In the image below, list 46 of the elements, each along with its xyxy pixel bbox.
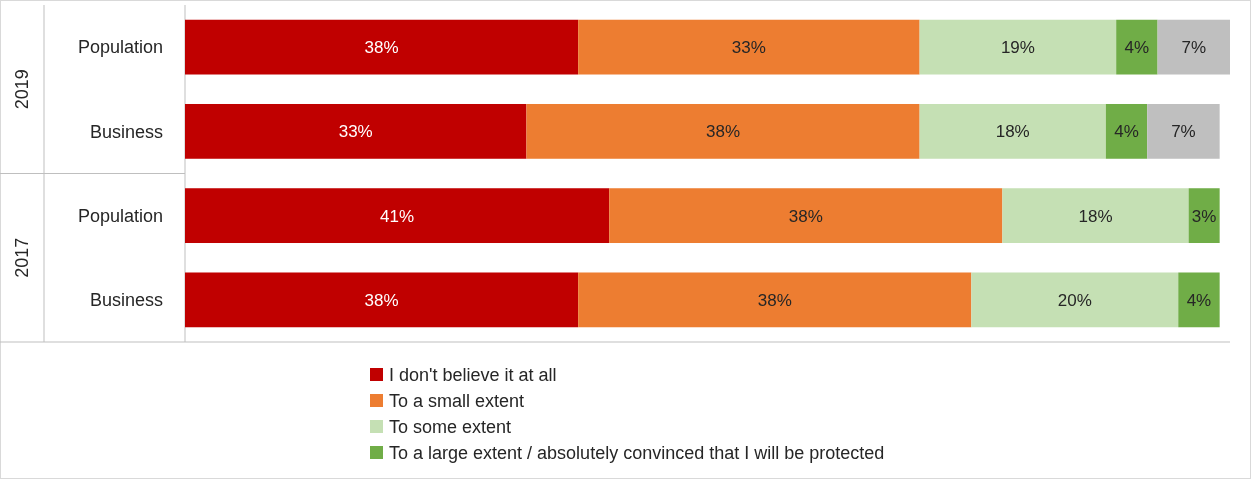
- bar: [1147, 103, 1220, 159]
- bar: [185, 272, 579, 328]
- bar: [1188, 188, 1220, 244]
- bar: [578, 19, 920, 75]
- bar: [1157, 19, 1230, 75]
- data-label: 18%: [1078, 206, 1113, 226]
- bar: [185, 103, 527, 159]
- bar: [578, 272, 972, 328]
- data-label: 38%: [364, 290, 399, 310]
- data-label: 38%: [788, 206, 823, 226]
- bar: [1105, 103, 1148, 159]
- legend-label: I don't believe it at all: [389, 365, 557, 386]
- data-label: 41%: [380, 206, 415, 226]
- bar: [185, 188, 610, 244]
- data-label: 38%: [757, 290, 792, 310]
- bar: [526, 103, 920, 159]
- data-label: 33%: [731, 38, 766, 58]
- y-tick-label: Business: [89, 121, 163, 142]
- legend-label: To a small extent: [389, 391, 525, 412]
- data-label: 19%: [1000, 38, 1035, 58]
- data-label: 3%: [1191, 206, 1217, 226]
- bar: [1178, 272, 1220, 328]
- data-label: 18%: [995, 122, 1030, 142]
- data-label: 4%: [1124, 38, 1150, 58]
- text: 2017: [12, 237, 33, 278]
- data-label: 20%: [1057, 290, 1092, 310]
- legend-label: To a large extent / absolutely convinced that I will be protected: [389, 443, 885, 464]
- y-tick-label: Population: [77, 205, 163, 226]
- legend-label: To some extent: [389, 417, 512, 438]
- bar: [919, 19, 1117, 75]
- y-tick-label: Population: [77, 37, 163, 58]
- bar: [185, 19, 579, 75]
- data-label: 4%: [1186, 290, 1212, 310]
- data-label: 7%: [1181, 38, 1207, 58]
- bar: [919, 103, 1106, 159]
- data-label: 33%: [338, 122, 373, 142]
- bar: [971, 272, 1179, 328]
- bar: [609, 188, 1003, 244]
- y-tick-label: Business: [89, 290, 163, 311]
- bar: [1116, 19, 1158, 75]
- data-label: 38%: [364, 38, 399, 58]
- text: 2019: [12, 69, 33, 110]
- data-label: 38%: [706, 122, 741, 142]
- data-label: 4%: [1114, 122, 1139, 142]
- bar: [1002, 188, 1189, 244]
- data-label: 7%: [1171, 122, 1196, 142]
